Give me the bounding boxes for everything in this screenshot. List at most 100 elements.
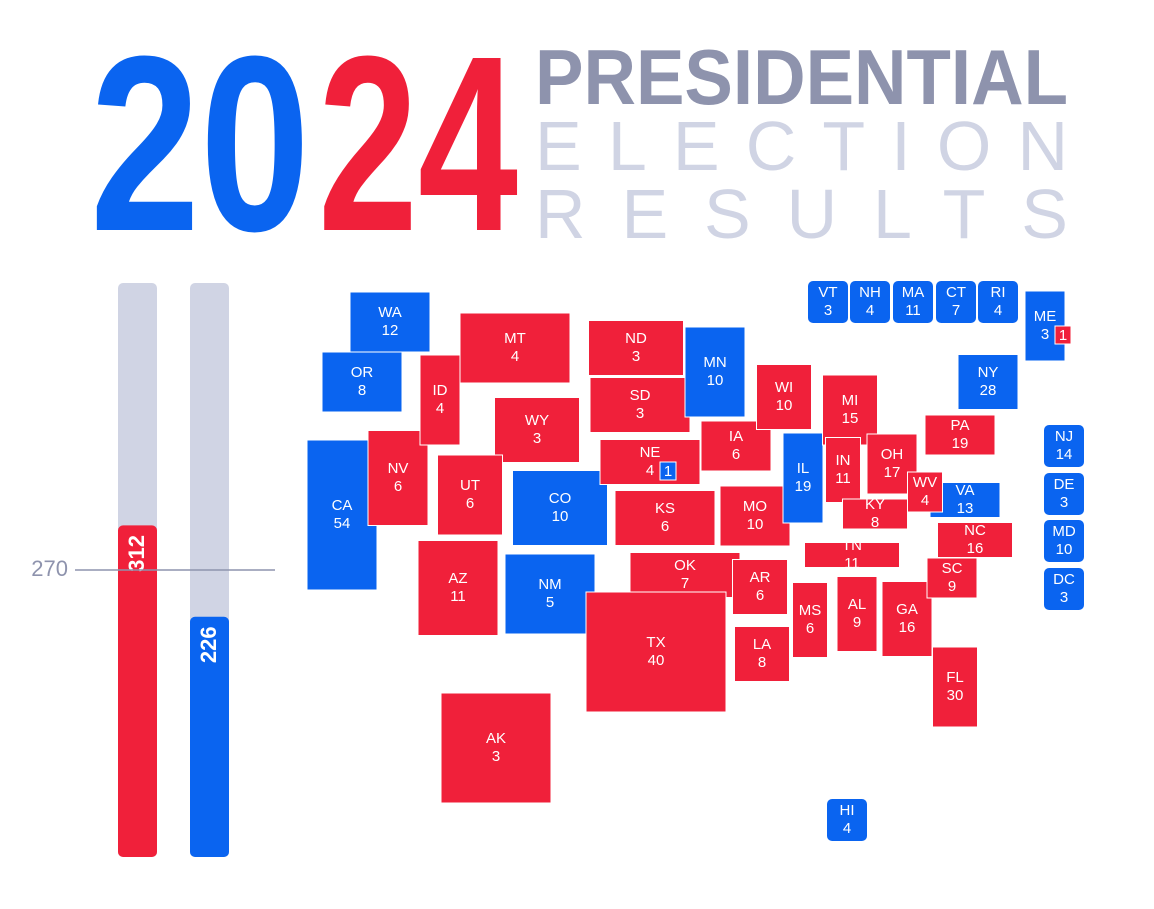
state-votes: 8	[358, 382, 366, 399]
state-abbr: ND	[625, 330, 647, 347]
state-votes: 3	[533, 430, 541, 447]
bar	[118, 525, 157, 857]
state-votes: 13	[957, 500, 974, 517]
state	[937, 522, 1013, 558]
state-votes: 28	[980, 382, 997, 399]
state	[599, 439, 701, 485]
state	[419, 354, 461, 446]
split-box	[659, 461, 677, 481]
state-abbr: SC	[942, 560, 963, 577]
state-votes: 4	[843, 820, 851, 837]
state-votes: 6	[466, 495, 474, 512]
state	[321, 351, 403, 413]
bar	[190, 616, 229, 857]
state	[924, 414, 996, 456]
state-votes: 19	[952, 435, 969, 452]
state-abbr: AK	[486, 730, 506, 747]
state-abbr: KS	[655, 500, 675, 517]
state-abbr: NE	[640, 444, 661, 461]
state-votes: 6	[732, 446, 740, 463]
state-votes: 7	[952, 302, 960, 319]
state-votes: 11	[905, 302, 921, 319]
state-abbr: OR	[351, 364, 374, 381]
state	[440, 692, 552, 804]
state-votes: 4	[921, 492, 929, 509]
state-abbr: DE	[1054, 476, 1075, 493]
state	[792, 582, 828, 658]
state-box	[1044, 520, 1084, 562]
state-votes: 16	[899, 619, 916, 636]
state-votes: 10	[747, 516, 764, 533]
state-votes: 10	[776, 397, 793, 414]
title-line: RESULTS	[535, 175, 1068, 253]
state-votes: 8	[758, 654, 766, 671]
state-votes: 3	[824, 302, 832, 319]
state-abbr: MT	[504, 330, 526, 347]
state-votes: 10	[707, 372, 724, 389]
state-box	[1044, 473, 1084, 515]
year-part: 24	[318, 4, 518, 283]
state	[957, 354, 1019, 410]
state	[684, 326, 746, 418]
tally-bars: 312 226 270	[31, 283, 275, 857]
state-votes: 15	[842, 410, 859, 427]
state-abbr: ME	[1034, 308, 1057, 325]
state	[459, 312, 571, 384]
state	[932, 646, 978, 728]
state-votes: 5	[546, 594, 554, 611]
split-votes: 1	[664, 463, 672, 480]
split-box	[1054, 325, 1072, 345]
state-votes: 6	[756, 587, 764, 604]
state-abbr: WI	[775, 379, 793, 396]
state-votes: 6	[806, 620, 814, 637]
state	[588, 320, 684, 376]
state-votes: 11	[844, 555, 860, 572]
state-abbr: NJ	[1055, 428, 1073, 445]
state	[437, 454, 503, 536]
state	[732, 559, 788, 615]
state-abbr: OH	[881, 446, 904, 463]
state-votes: 3	[1041, 326, 1049, 343]
state-abbr: WV	[913, 474, 937, 491]
state-abbr: SD	[630, 387, 651, 404]
state	[585, 591, 727, 713]
state-abbr: HI	[840, 802, 855, 819]
state-abbr: NC	[964, 522, 986, 539]
state-abbr: MD	[1052, 523, 1075, 540]
state-votes: 4	[866, 302, 874, 319]
state-abbr: MN	[703, 354, 726, 371]
state-abbr: NH	[859, 284, 881, 301]
state	[825, 437, 861, 503]
state-abbr: CO	[549, 490, 572, 507]
state-votes: 16	[967, 540, 984, 557]
state	[504, 553, 596, 635]
state-votes: 30	[947, 687, 964, 704]
state	[494, 397, 580, 463]
state-votes: 3	[492, 748, 500, 765]
state	[756, 364, 812, 430]
state-votes: 8	[871, 514, 879, 531]
state	[782, 432, 824, 524]
state-votes: 7	[681, 575, 689, 592]
state-box	[936, 281, 976, 323]
state-votes: 4	[994, 302, 1002, 319]
state-votes: 4	[646, 462, 654, 479]
state-abbr: KY	[865, 496, 885, 513]
state-abbr: FL	[946, 669, 964, 686]
state-votes: 40	[648, 652, 665, 669]
state-abbr: OK	[674, 557, 696, 574]
state-votes: 3	[1060, 494, 1068, 511]
state-abbr: RI	[991, 284, 1006, 301]
state-abbr: PA	[951, 417, 970, 434]
state	[842, 498, 908, 530]
state-abbr: CA	[332, 497, 353, 514]
state-votes: 6	[394, 478, 402, 495]
state-votes: 4	[511, 348, 519, 365]
state-abbr: TN	[842, 537, 862, 554]
state-votes: 19	[795, 478, 812, 495]
state	[881, 581, 933, 657]
state-abbr: MA	[902, 284, 925, 301]
state-abbr: DC	[1053, 571, 1075, 588]
state-box	[978, 281, 1018, 323]
